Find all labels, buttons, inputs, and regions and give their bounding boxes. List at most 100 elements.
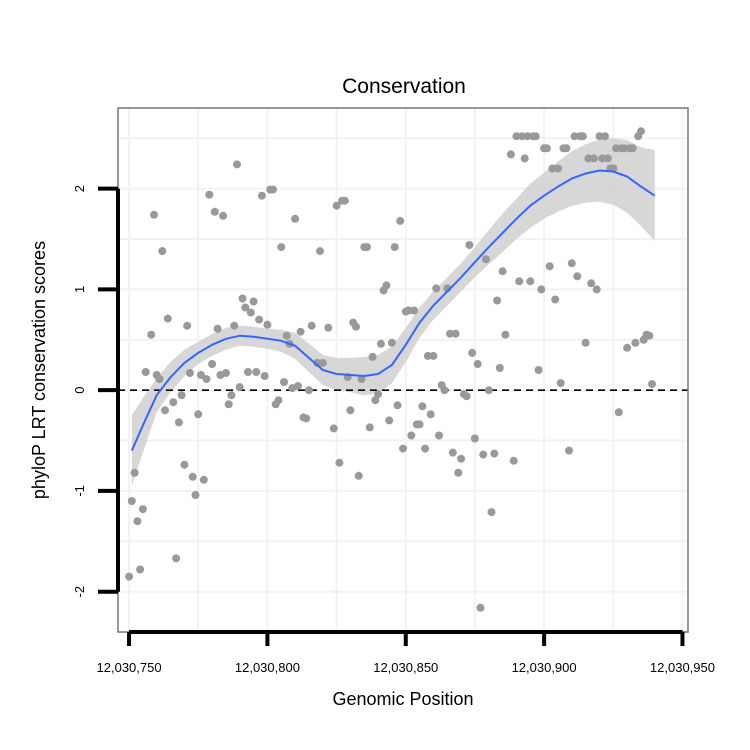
chart-title: Conservation: [342, 75, 466, 98]
data-point: [158, 247, 167, 256]
x-tick-label: 12,030,800: [235, 660, 300, 675]
smooth-line: [130, 169, 656, 452]
data-point: [518, 132, 526, 141]
data-point: [199, 475, 208, 484]
data-point: [324, 323, 333, 332]
data-point: [352, 322, 360, 331]
data-point: [197, 371, 205, 379]
data-point: [277, 243, 286, 252]
data-point: [302, 414, 311, 423]
data-point: [260, 372, 269, 380]
data-point: [589, 154, 598, 163]
smooth-line-layer: [130, 169, 656, 452]
data-point: [249, 297, 258, 306]
data-point: [282, 331, 291, 340]
data-point: [570, 132, 579, 141]
data-point: [307, 321, 316, 330]
data-point: [183, 321, 192, 330]
data-point: [495, 364, 504, 372]
data-point: [410, 306, 419, 315]
data-point: [645, 331, 654, 340]
confidence-band-layer: [131, 138, 655, 486]
data-point: [592, 285, 601, 294]
data-point: [637, 127, 645, 136]
data-point: [512, 132, 521, 141]
data-point: [587, 279, 596, 288]
data-point: [163, 314, 172, 323]
data-point: [446, 329, 454, 338]
data-point: [584, 154, 593, 163]
data-point: [470, 434, 479, 443]
data-point: [421, 444, 430, 453]
data-point: [501, 330, 510, 339]
x-tick-label: 12,030,900: [512, 660, 577, 675]
y-tick-label: 0: [72, 387, 87, 394]
data-point: [545, 262, 554, 271]
data-point: [534, 366, 543, 374]
data-point: [313, 358, 322, 367]
data-point: [365, 423, 374, 432]
data-point: [393, 401, 402, 410]
data-point: [465, 241, 474, 249]
data-point: [620, 144, 629, 153]
data-point: [130, 468, 139, 477]
data-point: [169, 398, 178, 407]
confidence-band: [131, 138, 655, 486]
data-point: [274, 396, 283, 405]
data-point: [219, 211, 228, 220]
data-point: [390, 243, 399, 252]
data-point: [194, 410, 203, 419]
data-point: [252, 368, 261, 376]
data-point: [230, 321, 239, 330]
x-axis: 12,030,750 12,030,800 12,030,850 12,030,900…: [97, 630, 715, 675]
data-point: [399, 444, 407, 453]
data-point: [221, 369, 230, 377]
data-point: [423, 351, 432, 360]
data-point: [562, 144, 571, 153]
data-point: [346, 406, 355, 415]
data-point: [161, 406, 169, 415]
data-point: [233, 160, 241, 169]
data-point: [174, 418, 183, 427]
data-point: [440, 386, 449, 395]
data-point: [573, 272, 582, 281]
data-point: [150, 210, 158, 219]
data-point: [147, 330, 156, 339]
data-point: [432, 284, 441, 293]
data-point: [581, 338, 590, 347]
data-point: [141, 368, 150, 376]
data-point: [648, 380, 656, 389]
data-point: [257, 191, 266, 200]
data-point: [603, 154, 612, 163]
data-point: [238, 294, 247, 303]
data-point: [506, 150, 515, 159]
data-point: [426, 410, 435, 419]
data-point: [205, 190, 214, 199]
data-point: [177, 391, 186, 400]
data-point: [623, 343, 632, 352]
data-point: [363, 243, 371, 252]
data-point: [291, 214, 300, 223]
data-point: [318, 358, 327, 367]
data-point: [280, 378, 288, 387]
data-point: [418, 402, 427, 411]
data-point: [244, 368, 252, 376]
data-point: [490, 449, 499, 458]
y-tick-label: -1: [72, 485, 87, 497]
data-point: [357, 375, 366, 384]
data-point: [213, 324, 222, 333]
data-point: [404, 306, 413, 315]
data-point: [125, 572, 134, 581]
y-tick-label: 1: [72, 286, 87, 293]
data-point: [454, 468, 463, 477]
data-point: [180, 460, 189, 469]
y-axis-title: phyloP LRT conservation scores: [29, 241, 49, 499]
data-point: [628, 144, 637, 153]
data-point: [631, 338, 640, 347]
data-point: [509, 456, 518, 465]
data-point: [498, 267, 507, 276]
data-point: [385, 416, 394, 425]
data-point: [429, 351, 438, 360]
data-point: [493, 296, 502, 305]
